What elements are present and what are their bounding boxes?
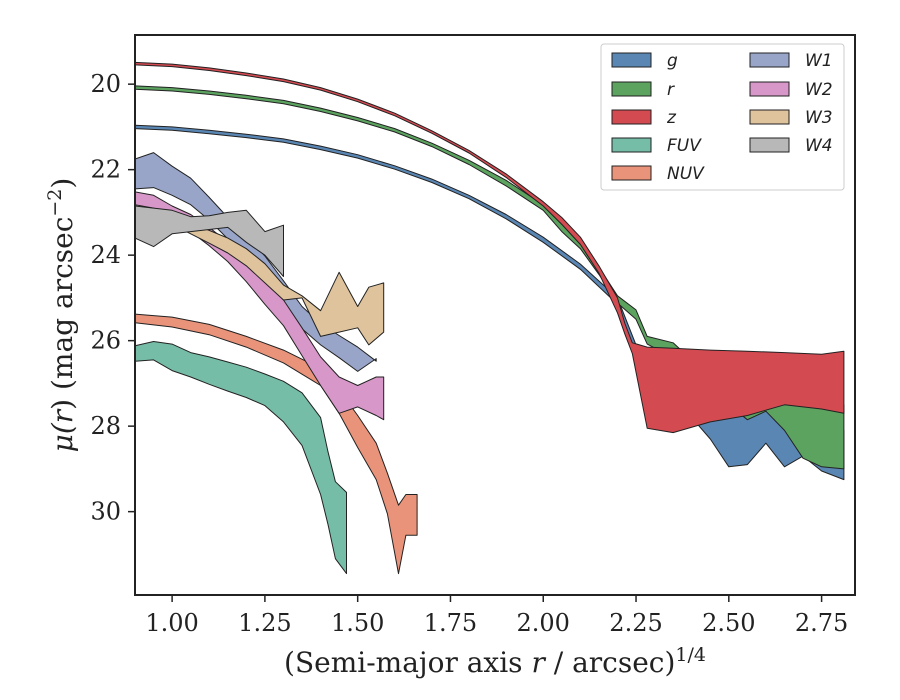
- legend-label-w3: W3: [805, 108, 833, 128]
- y-tick-label: 24: [90, 241, 121, 269]
- y-axis-label: μ(r) (mag arcsec−2): [44, 178, 79, 453]
- legend: grz FUV NUV W1 W2 W3 W4: [600, 43, 845, 191]
- x-tick-label: 2.00: [517, 609, 570, 637]
- legend-label-w4: W4: [805, 136, 833, 156]
- legend-swatch-nuv: [611, 165, 652, 181]
- plot-frame: [134, 34, 856, 596]
- y-tick-label: 22: [90, 156, 121, 184]
- y-tick-label: 26: [90, 327, 121, 355]
- legend-swatch-w1: [749, 52, 790, 68]
- legend-swatch-w3: [749, 109, 790, 125]
- y-tick-label: 30: [90, 498, 121, 526]
- legend-label-fuv: FUV: [667, 136, 702, 156]
- x-tick-label: 2.75: [795, 609, 848, 637]
- legend-swatch-w2: [749, 81, 790, 97]
- band-z: [135, 61, 845, 434]
- legend-swatch-z: [611, 109, 652, 125]
- y-axis: 20 22 24 26 28 30: [90, 70, 135, 526]
- y-tick-label: 28: [90, 412, 121, 440]
- x-axis: 1.00 1.25 1.50 1.75 2.00 2.25 2.50 2.75: [145, 595, 848, 637]
- legend-swatch-r: [611, 81, 652, 97]
- band-w3: [135, 205, 385, 346]
- bands-layer: [135, 61, 845, 575]
- x-tick-label: 1.50: [331, 609, 384, 637]
- legend-swatch-fuv: [611, 137, 652, 153]
- x-tick-label: 2.50: [702, 609, 755, 637]
- x-tick-label: 1.00: [145, 609, 198, 637]
- x-tick-label: 1.25: [238, 609, 291, 637]
- legend-label-w2: W2: [805, 80, 833, 100]
- legend-label-r: r: [667, 80, 675, 100]
- legend-swatch-w4: [749, 137, 790, 153]
- band-nuv: [135, 313, 418, 575]
- legend-label-nuv: NUV: [667, 164, 705, 184]
- x-axis-label: (Semi-major axis r / arcsec)1/4: [284, 644, 706, 679]
- band-fuv: [135, 341, 347, 575]
- legend-label-g: g: [667, 51, 678, 71]
- legend-label-w1: W1: [805, 51, 833, 71]
- legend-label-z: z: [666, 108, 677, 128]
- band-r: [135, 85, 845, 470]
- legend-frame: [600, 43, 845, 191]
- band-w4: [135, 205, 284, 277]
- x-tick-label: 2.25: [609, 609, 662, 637]
- y-tick-label: 20: [90, 70, 121, 98]
- legend-swatch-g: [611, 52, 652, 68]
- x-tick-label: 1.75: [424, 609, 477, 637]
